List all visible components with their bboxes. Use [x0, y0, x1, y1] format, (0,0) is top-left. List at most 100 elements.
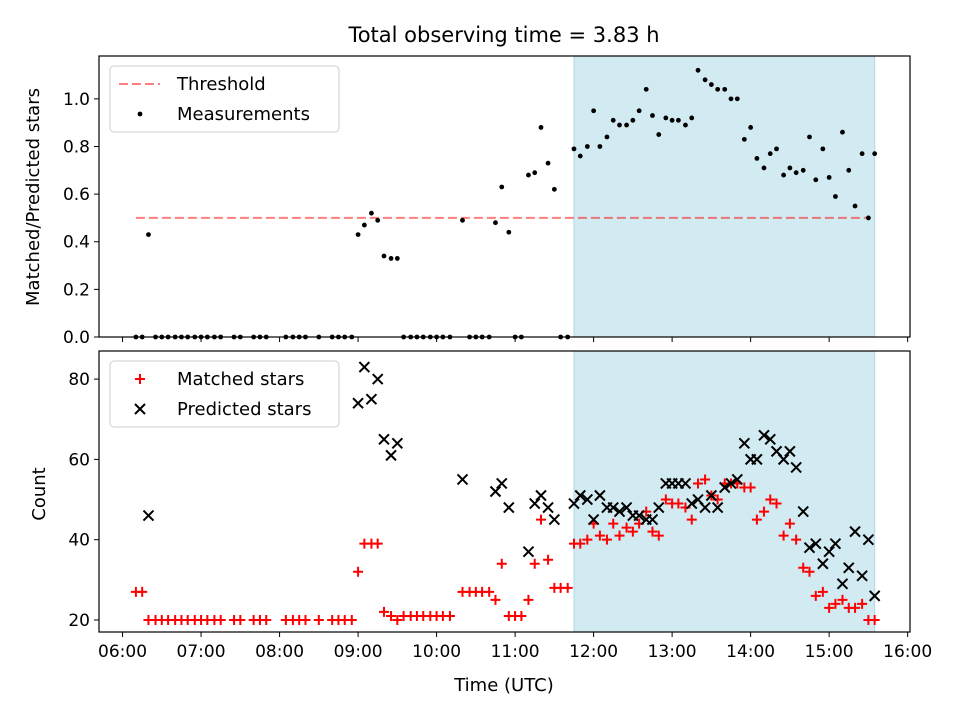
matched-star-point	[562, 582, 573, 593]
y-tick-label: 0.6	[63, 185, 90, 205]
matched-star-point	[869, 614, 880, 625]
x-tick-label: 06:00	[98, 642, 147, 662]
y-tick-label: 1.0	[63, 90, 90, 110]
predicted-star-point	[385, 449, 397, 462]
predicted-star-point	[620, 501, 633, 514]
predicted-star-point	[836, 578, 849, 590]
legend: Matched stars Predicted stars	[109, 360, 340, 428]
legend: Threshold Measurements	[109, 65, 340, 133]
matched-star-point	[824, 602, 835, 613]
predicted-star-point	[391, 437, 404, 450]
predicted-star-point	[365, 393, 378, 405]
predicted-star-point	[574, 489, 586, 502]
predicted-star-point	[790, 461, 802, 474]
measurement-point	[708, 82, 714, 87]
predicted-star-point	[810, 537, 822, 550]
matched-star-point	[745, 482, 756, 493]
observing-window-shade	[573, 55, 876, 338]
plot-layer: 0.0 0.2 0.4 0.6 0.8 1.0 Threshold Measurements 2…	[63, 55, 932, 662]
matched-star-point	[771, 498, 782, 509]
measurement-point	[551, 186, 557, 192]
legend-matched-label: Matched stars	[177, 369, 304, 390]
x-tick-label: 07:00	[177, 642, 226, 662]
measurement-point	[833, 194, 838, 199]
matched-star-point	[621, 522, 632, 533]
y-tick-label: 40	[68, 531, 90, 551]
matched-star-point	[627, 526, 638, 537]
measurement-point	[375, 217, 381, 223]
predicted-star-point	[594, 489, 606, 502]
predicted-star-point	[613, 505, 626, 518]
legend-box	[109, 65, 340, 133]
measurement-point	[741, 136, 747, 142]
measurement-point	[388, 256, 394, 261]
predicted-star-point	[548, 513, 561, 526]
predicted-star-point	[542, 501, 554, 514]
matched-star-point	[386, 610, 397, 621]
x-tick-label: 09:00	[334, 642, 383, 662]
predicted-star-point	[686, 497, 698, 510]
predicted-star-point	[699, 501, 711, 514]
matched-star-point	[601, 534, 612, 545]
matched-star-point	[484, 586, 495, 597]
measurement-point	[643, 86, 649, 92]
legend-box	[109, 360, 340, 428]
measurement-point	[591, 108, 597, 114]
y-tick-label: 0.0	[63, 328, 90, 348]
measurement-point	[715, 86, 721, 92]
measurement-point	[663, 115, 669, 121]
measurement-point	[624, 122, 629, 128]
top-panel: 0.0 0.2 0.4 0.6 0.8 1.0 Threshold Measurements	[63, 55, 911, 348]
measurement-point	[774, 146, 779, 152]
predicted-star-point	[568, 497, 580, 510]
bottom-panel: 20 40 60 80 06:00 07:00 08:00 09:00 10:00 11:00 12…	[68, 350, 932, 662]
y-tick-label: 80	[68, 370, 90, 390]
predicted-star-point	[358, 361, 371, 373]
predicted-star-point	[849, 525, 861, 538]
x-tick-label: 12:00	[569, 642, 618, 662]
measurement-point	[722, 86, 728, 92]
axes-frame	[98, 350, 911, 633]
y-tick-label: 0.8	[63, 137, 90, 157]
matched-star-point	[536, 514, 547, 525]
measurement-point	[675, 117, 681, 123]
matched-star-point	[543, 554, 554, 565]
measurement-point	[493, 220, 498, 226]
x-tick-label: 10:00	[412, 642, 461, 662]
measurement-point	[369, 210, 374, 216]
predicted-star-point	[378, 433, 390, 446]
measurement-point	[846, 167, 852, 173]
measurement-point	[636, 108, 642, 114]
predicted-star-point	[868, 590, 881, 602]
predicted-star-point	[856, 570, 868, 582]
chart-title: Total observing time = 3.83 h	[347, 23, 659, 47]
measurement-point	[859, 151, 865, 157]
matched-star-point	[778, 530, 789, 541]
observing-window-shade	[573, 350, 876, 633]
measurement-point	[146, 232, 151, 238]
predicted-star-point	[797, 505, 809, 518]
measurement-point	[813, 177, 819, 183]
matched-star-point	[857, 598, 868, 609]
matched-star-point	[784, 518, 795, 529]
predicted-star-point	[817, 558, 829, 570]
matched-star-point	[235, 614, 246, 625]
measurement-point	[754, 155, 760, 161]
predicted-star-point	[784, 445, 796, 458]
y-tick-label: 60	[68, 450, 90, 470]
matched-star-point	[353, 566, 364, 577]
predicted-star-point	[862, 533, 875, 546]
predicted-star-point	[679, 477, 692, 490]
predicted-star-point	[529, 497, 541, 510]
measurement-point	[381, 253, 387, 259]
predicted-star-point	[633, 509, 645, 522]
x-tick-label: 15:00	[805, 642, 854, 662]
matched-star-point	[837, 594, 848, 605]
matched-star-point	[516, 610, 527, 621]
predicted-star-point	[522, 546, 535, 558]
predicted-star-point	[503, 501, 515, 514]
measurement-point	[793, 170, 799, 176]
y-tick-label: 0.2	[63, 280, 90, 300]
legend-predicted-swatch	[134, 403, 146, 415]
matched-star-point	[608, 518, 619, 529]
